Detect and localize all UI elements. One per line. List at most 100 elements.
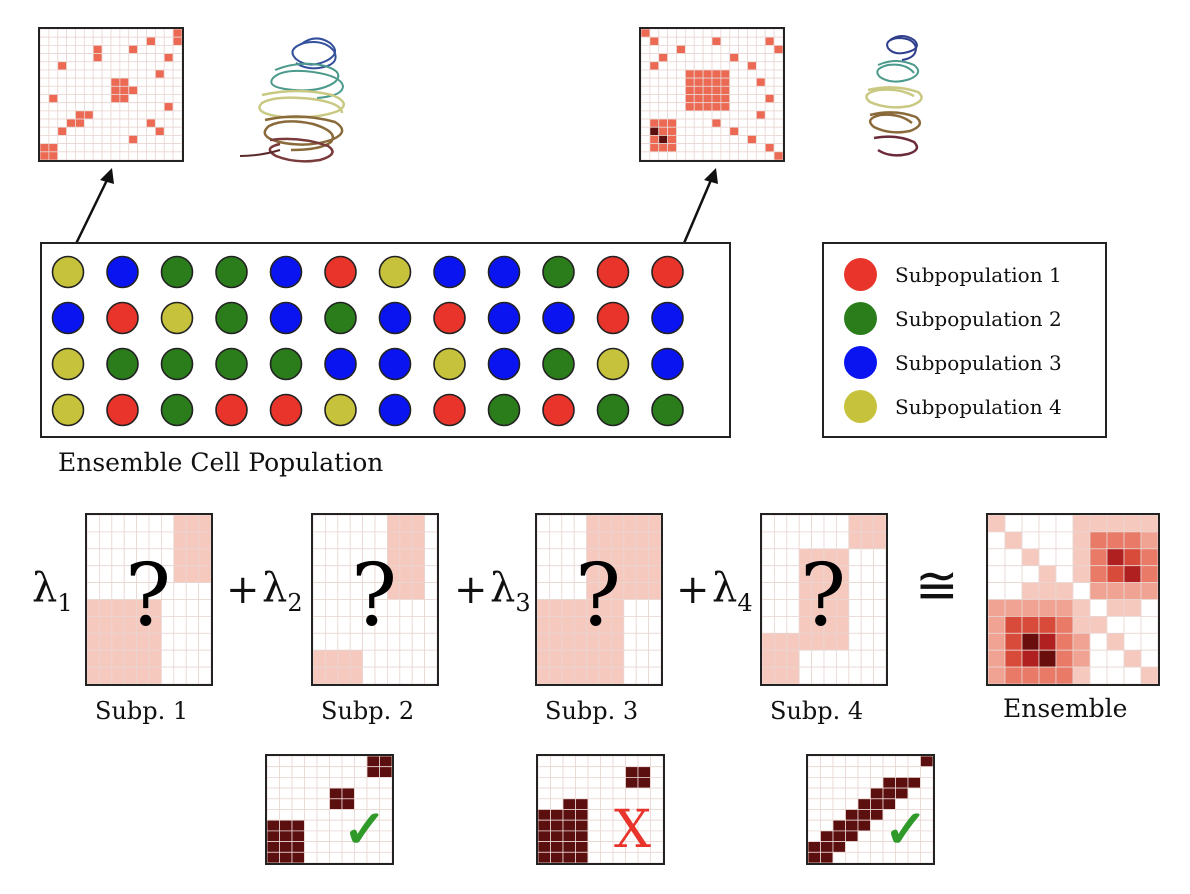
heatmap-cell <box>823 666 837 684</box>
heatmap-cell <box>612 756 626 768</box>
heatmap-cell <box>711 77 722 87</box>
heatmap-cell <box>773 515 788 533</box>
heatmap-cell <box>702 36 713 46</box>
heatmap-cell <box>128 29 139 38</box>
heatmap-cell <box>538 756 551 768</box>
heatmap-cell <box>146 94 156 104</box>
heatmap-cell <box>773 85 783 95</box>
heatmap-cell <box>537 531 550 550</box>
heatmap-cell <box>755 44 766 54</box>
heatmap-cell <box>87 666 100 684</box>
heatmap-cell <box>279 809 293 821</box>
heatmap-cell <box>313 565 326 584</box>
heatmap-cell <box>399 565 413 584</box>
heatmap-cell <box>337 515 351 533</box>
heatmap-cell <box>313 632 326 651</box>
heatmap-cell <box>83 77 94 87</box>
heatmap-cell <box>548 632 563 651</box>
subpopulation-map-2 <box>311 513 439 686</box>
heatmap-cell <box>313 666 326 684</box>
heatmap-cell <box>119 118 130 128</box>
heatmap-cell <box>764 94 775 104</box>
heatmap-cell <box>128 102 139 112</box>
heatmap-cell <box>163 85 174 95</box>
subpopulation-caption: Subp. 3 <box>545 697 639 725</box>
heatmap-cell <box>729 151 740 160</box>
heatmap-cell <box>291 776 305 789</box>
legend-item-4: Subpopulation 4 <box>844 390 1062 423</box>
heatmap-cell <box>832 830 846 843</box>
heatmap-cell <box>399 531 413 550</box>
heatmap-cell <box>676 151 686 160</box>
population-label: Ensemble Cell Population <box>58 448 384 477</box>
heatmap-cell <box>873 649 886 668</box>
heatmap-cell <box>870 830 884 843</box>
heatmap-cell <box>110 85 121 95</box>
heatmap-cell <box>575 851 589 863</box>
cell-grid <box>51 255 684 427</box>
heatmap-cell <box>75 102 85 112</box>
heatmap-cell <box>738 36 748 46</box>
heatmap-cell <box>313 616 326 634</box>
lambda-coefficient-1: λ1 <box>32 565 73 617</box>
heatmap-cell <box>693 118 704 128</box>
heatmap-cell <box>562 776 576 789</box>
heatmap-grid <box>988 515 1158 684</box>
heatmap-cell <box>267 756 280 768</box>
heatmap-cell <box>119 36 130 46</box>
heatmap-cell <box>836 649 850 668</box>
heatmap-cell <box>648 599 661 617</box>
heatmap-cell <box>648 666 661 684</box>
heatmap-cell <box>611 666 625 684</box>
heatmap-cell <box>920 766 933 778</box>
heatmap-cell <box>1089 565 1108 584</box>
heatmap-cell <box>550 841 564 853</box>
heatmap-cell <box>154 85 165 95</box>
heatmap-cell <box>304 841 318 853</box>
heatmap-cell <box>354 787 368 800</box>
heatmap-cell <box>650 830 663 843</box>
heatmap-cell <box>98 599 113 617</box>
heatmap-cell <box>550 766 564 778</box>
heatmap-cell <box>1038 515 1057 533</box>
heatmap-cell <box>773 599 788 617</box>
heatmap-cell <box>172 126 182 136</box>
heatmap-cell <box>658 69 669 79</box>
heatmap-cell <box>988 666 1006 684</box>
heatmap-cell <box>316 830 330 843</box>
heatmap-cell <box>83 126 94 136</box>
heatmap-cell <box>641 110 651 120</box>
heatmap-cell <box>755 36 766 46</box>
heatmap-cell <box>83 61 94 71</box>
heatmap-cell <box>337 616 351 634</box>
heatmap-cell <box>101 53 112 63</box>
heatmap-cell <box>119 77 130 87</box>
heatmap-cell <box>424 582 437 600</box>
heatmap-cell <box>635 565 649 584</box>
heatmap-cell <box>845 830 859 843</box>
heatmap-cell <box>747 135 757 145</box>
heatmap-cell <box>1140 582 1158 600</box>
heatmap-cell <box>83 151 94 160</box>
heatmap-cell <box>40 44 50 54</box>
heatmap-cell <box>808 787 821 800</box>
heatmap-cell <box>561 582 575 600</box>
heatmap-cell <box>561 548 575 567</box>
ensemble-caption: Ensemble <box>1003 694 1128 723</box>
heatmap-cell <box>57 61 68 71</box>
cell-subpop-3 <box>106 255 139 289</box>
heatmap-cell <box>111 548 125 567</box>
heatmap-cell <box>548 531 563 550</box>
heatmap-cell <box>870 766 884 778</box>
heatmap-cell <box>648 565 661 584</box>
heatmap-cell <box>562 787 576 800</box>
heatmap-cell <box>702 77 713 87</box>
arrow-right-head <box>704 168 718 184</box>
heatmap-cell <box>92 94 103 104</box>
subpopulation-caption: Subp. 2 <box>321 697 415 725</box>
heatmap-cell <box>267 851 280 863</box>
lambda-coefficient-3: λ3 <box>490 565 531 617</box>
heatmap-cell <box>1123 616 1142 634</box>
heatmap-cell <box>860 649 874 668</box>
heatmap-cell <box>57 69 68 79</box>
